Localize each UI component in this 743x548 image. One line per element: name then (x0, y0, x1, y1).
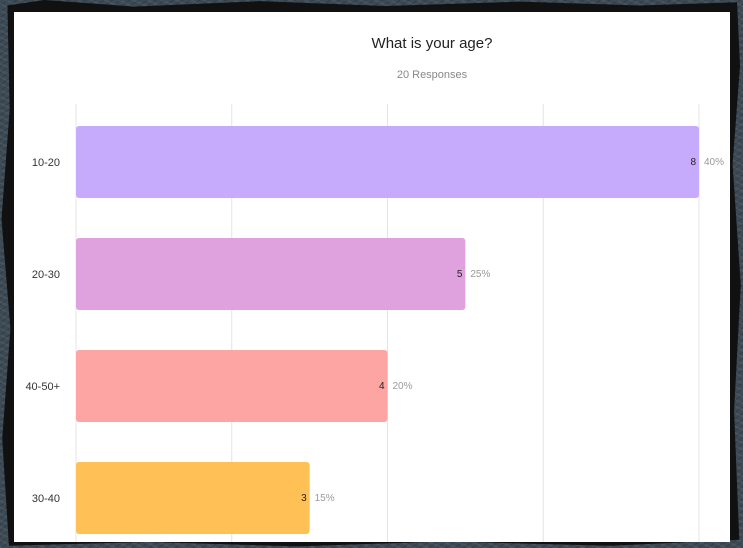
percent-label: 25% (470, 269, 490, 280)
bar-10-20 (76, 126, 699, 198)
bar-chart: What is your age? 20 Responses 10-20 8 40%… (25, 35, 724, 542)
chart-subtitle: 20 Responses (397, 69, 468, 81)
bar-20-30 (76, 238, 466, 310)
category-label: 10-20 (32, 157, 60, 169)
value-label: 3 (301, 493, 307, 504)
category-label: 40-50+ (25, 381, 60, 393)
category-label: 30-40 (32, 493, 60, 505)
chart-card: What is your age? 20 Responses 10-20 8 40%… (14, 12, 730, 542)
bar-40-50+ (76, 350, 388, 422)
bars-group: 10-20 8 40% 20-30 5 25% 40-50+ 4 20% 30-40 3 15% (25, 126, 724, 534)
bar-30-40 (76, 462, 310, 534)
percent-label: 20% (393, 381, 413, 392)
value-label: 4 (379, 381, 385, 392)
value-label: 5 (457, 269, 463, 280)
chart-title: What is your age? (372, 35, 493, 52)
value-label: 8 (690, 157, 696, 168)
percent-label: 40% (704, 157, 724, 168)
percent-label: 15% (315, 493, 335, 504)
category-label: 20-30 (32, 269, 60, 281)
